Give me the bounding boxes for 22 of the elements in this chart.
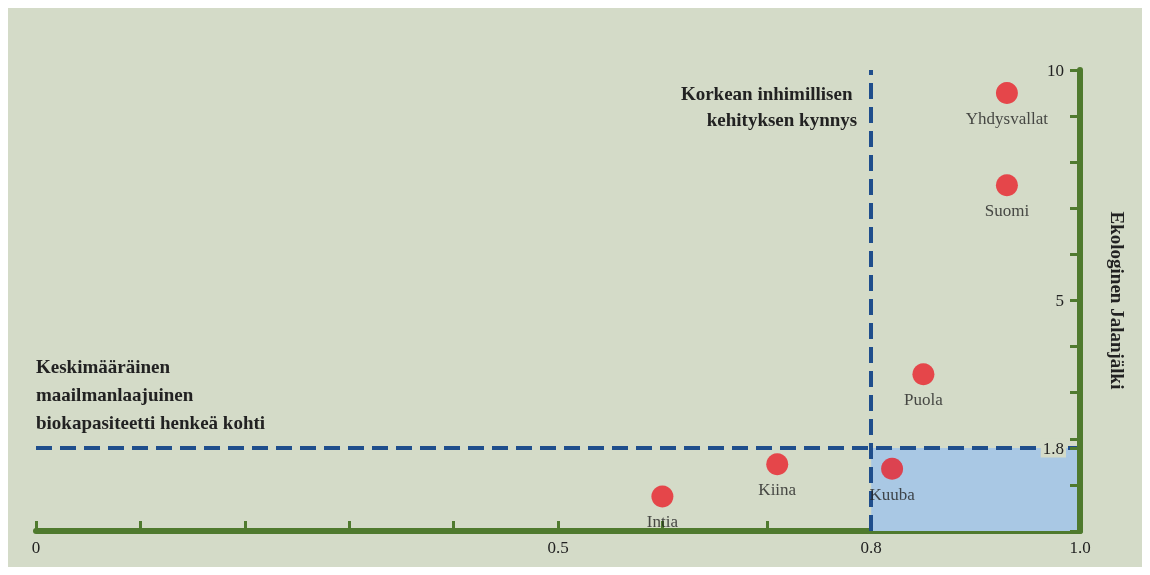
x-tick-label: 0 — [31, 538, 41, 557]
series-label: Puola — [904, 390, 944, 410]
point — [995, 82, 1018, 105]
series-label: Kuuba — [869, 484, 916, 504]
x-tick-label: 1.0 — [1069, 538, 1091, 557]
point — [995, 174, 1018, 197]
series-label: Yhdysvallat — [965, 109, 1049, 129]
series-label: Kiina — [758, 480, 797, 500]
x-tick-label: 0.8 — [860, 538, 882, 557]
point — [766, 453, 789, 476]
y-tick-label: 10 — [1047, 60, 1064, 80]
y-tick-label: 1.8 — [1042, 438, 1064, 458]
point — [881, 457, 904, 480]
ref-line-label: Keskimääräinen maailmanlaajuinen biokapasiteetti henkeä kohti — [36, 355, 266, 433]
y-axis-title: Ekologinen Jalanjälki — [1107, 211, 1128, 390]
ref-line-label: Korkean inhimillisen kehityksen kynnys — [680, 82, 858, 130]
series-label: Intia — [646, 512, 679, 532]
point — [912, 363, 935, 386]
x-tick-label: 0.5 — [547, 538, 569, 557]
series-label: Suomi — [984, 201, 1030, 221]
y-tick-label: 5 — [1055, 291, 1064, 310]
point — [651, 485, 674, 508]
